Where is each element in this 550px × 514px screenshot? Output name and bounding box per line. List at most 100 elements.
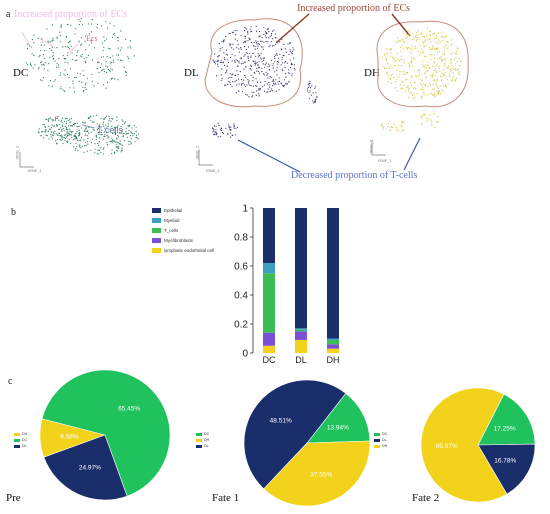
tsne-point — [422, 36, 424, 38]
tsne-point — [233, 125, 235, 127]
tsne-point — [104, 134, 106, 136]
tsne-point — [52, 138, 54, 140]
tsne-point — [230, 128, 232, 131]
tsne-point — [385, 128, 387, 130]
tsne-point — [248, 96, 250, 98]
tsne-point — [54, 130, 56, 133]
tsne-point — [414, 37, 416, 39]
pie-slice — [420, 387, 508, 503]
tsne-point — [41, 41, 43, 43]
tsne-point — [83, 122, 85, 124]
tsne-point — [125, 74, 127, 76]
tsne-point — [426, 39, 428, 41]
tsne-point — [250, 65, 252, 67]
tsne-point — [257, 41, 259, 43]
tsne-point — [255, 78, 257, 80]
tsne-point — [314, 101, 316, 103]
tsne-point — [268, 68, 270, 71]
tsne-point — [86, 150, 88, 152]
tsne-point — [110, 68, 112, 70]
tsne-point — [69, 48, 71, 50]
pie-legend-label: DL — [204, 444, 209, 448]
pie-legend-item: DH — [374, 443, 387, 449]
tsne-point — [255, 55, 257, 57]
tsne-point — [234, 55, 236, 57]
tsne-point — [402, 129, 404, 132]
tsne-point — [30, 65, 32, 67]
tsne-point — [231, 85, 233, 88]
tsne-point — [288, 53, 290, 55]
tsne-point — [49, 56, 51, 58]
sample-label-dl: DL — [184, 67, 199, 79]
tsne-point — [445, 41, 448, 43]
tsne-point — [47, 40, 49, 43]
tsne-point — [398, 40, 400, 42]
tsne-point — [44, 50, 46, 52]
tsne-point — [103, 84, 105, 86]
tsne-point — [455, 69, 457, 71]
legend-item: T_cells — [152, 225, 247, 235]
tsne-point — [280, 64, 282, 66]
tsne-point — [259, 87, 261, 90]
tsne-point — [430, 58, 432, 61]
tsne-point — [105, 124, 107, 126]
tsne-point — [72, 80, 74, 82]
ecs-label: Ecs — [86, 34, 98, 43]
tsne-point — [287, 72, 289, 74]
tsne-point — [98, 131, 100, 134]
tsne-point — [445, 86, 447, 88]
tsne-point — [64, 58, 66, 60]
tsne-point — [63, 130, 65, 132]
tsne-point — [278, 77, 280, 79]
bar-segment — [295, 331, 307, 340]
bar-segment — [295, 208, 307, 329]
tsne-point — [249, 84, 251, 86]
tsne-point — [293, 49, 295, 51]
tsne-point — [58, 119, 60, 121]
tsne-point — [247, 31, 249, 33]
tsne-point — [60, 24, 63, 26]
tsne-point — [40, 49, 42, 51]
tsne-point — [111, 118, 114, 120]
tsne-point — [447, 48, 449, 50]
tsne-point — [270, 41, 272, 43]
tsne-point — [294, 69, 296, 71]
tsne-point — [391, 126, 393, 128]
tsne-point — [288, 80, 290, 82]
tsne-point — [30, 64, 32, 66]
tsne-point — [69, 133, 71, 136]
tsne-point — [223, 52, 225, 54]
pie-slice — [43, 434, 128, 501]
tsne-point — [75, 132, 77, 134]
tsne-point — [104, 135, 106, 138]
tsne-point — [413, 57, 415, 59]
tsne-point — [231, 47, 233, 49]
tsne-point — [237, 78, 240, 80]
tsne-point — [403, 71, 405, 73]
tsne-point — [400, 88, 402, 90]
tsne-point — [269, 65, 271, 67]
tsne-point — [83, 74, 85, 77]
tsne-point — [91, 19, 93, 21]
tsne-point — [107, 137, 109, 139]
tsne-point — [401, 122, 403, 124]
tsne-point — [429, 114, 431, 116]
tsne-point — [236, 40, 238, 42]
tsne-point — [450, 69, 452, 71]
tsne-point — [95, 135, 97, 137]
tsne-point — [292, 47, 294, 49]
tsne-point — [284, 79, 286, 81]
tsne-point — [451, 62, 453, 64]
tsne-point — [67, 131, 69, 133]
tsne-point — [46, 118, 48, 120]
tsne-point — [122, 144, 124, 146]
tsne-point — [445, 44, 447, 46]
tsne-point — [386, 72, 388, 74]
tsne-point — [439, 70, 441, 72]
tsne-point — [72, 138, 74, 140]
tsne-point — [427, 65, 429, 67]
pie-label-fate2: Fate 2 — [412, 492, 440, 504]
tsne-point — [220, 136, 222, 138]
tsne-point — [227, 83, 229, 85]
